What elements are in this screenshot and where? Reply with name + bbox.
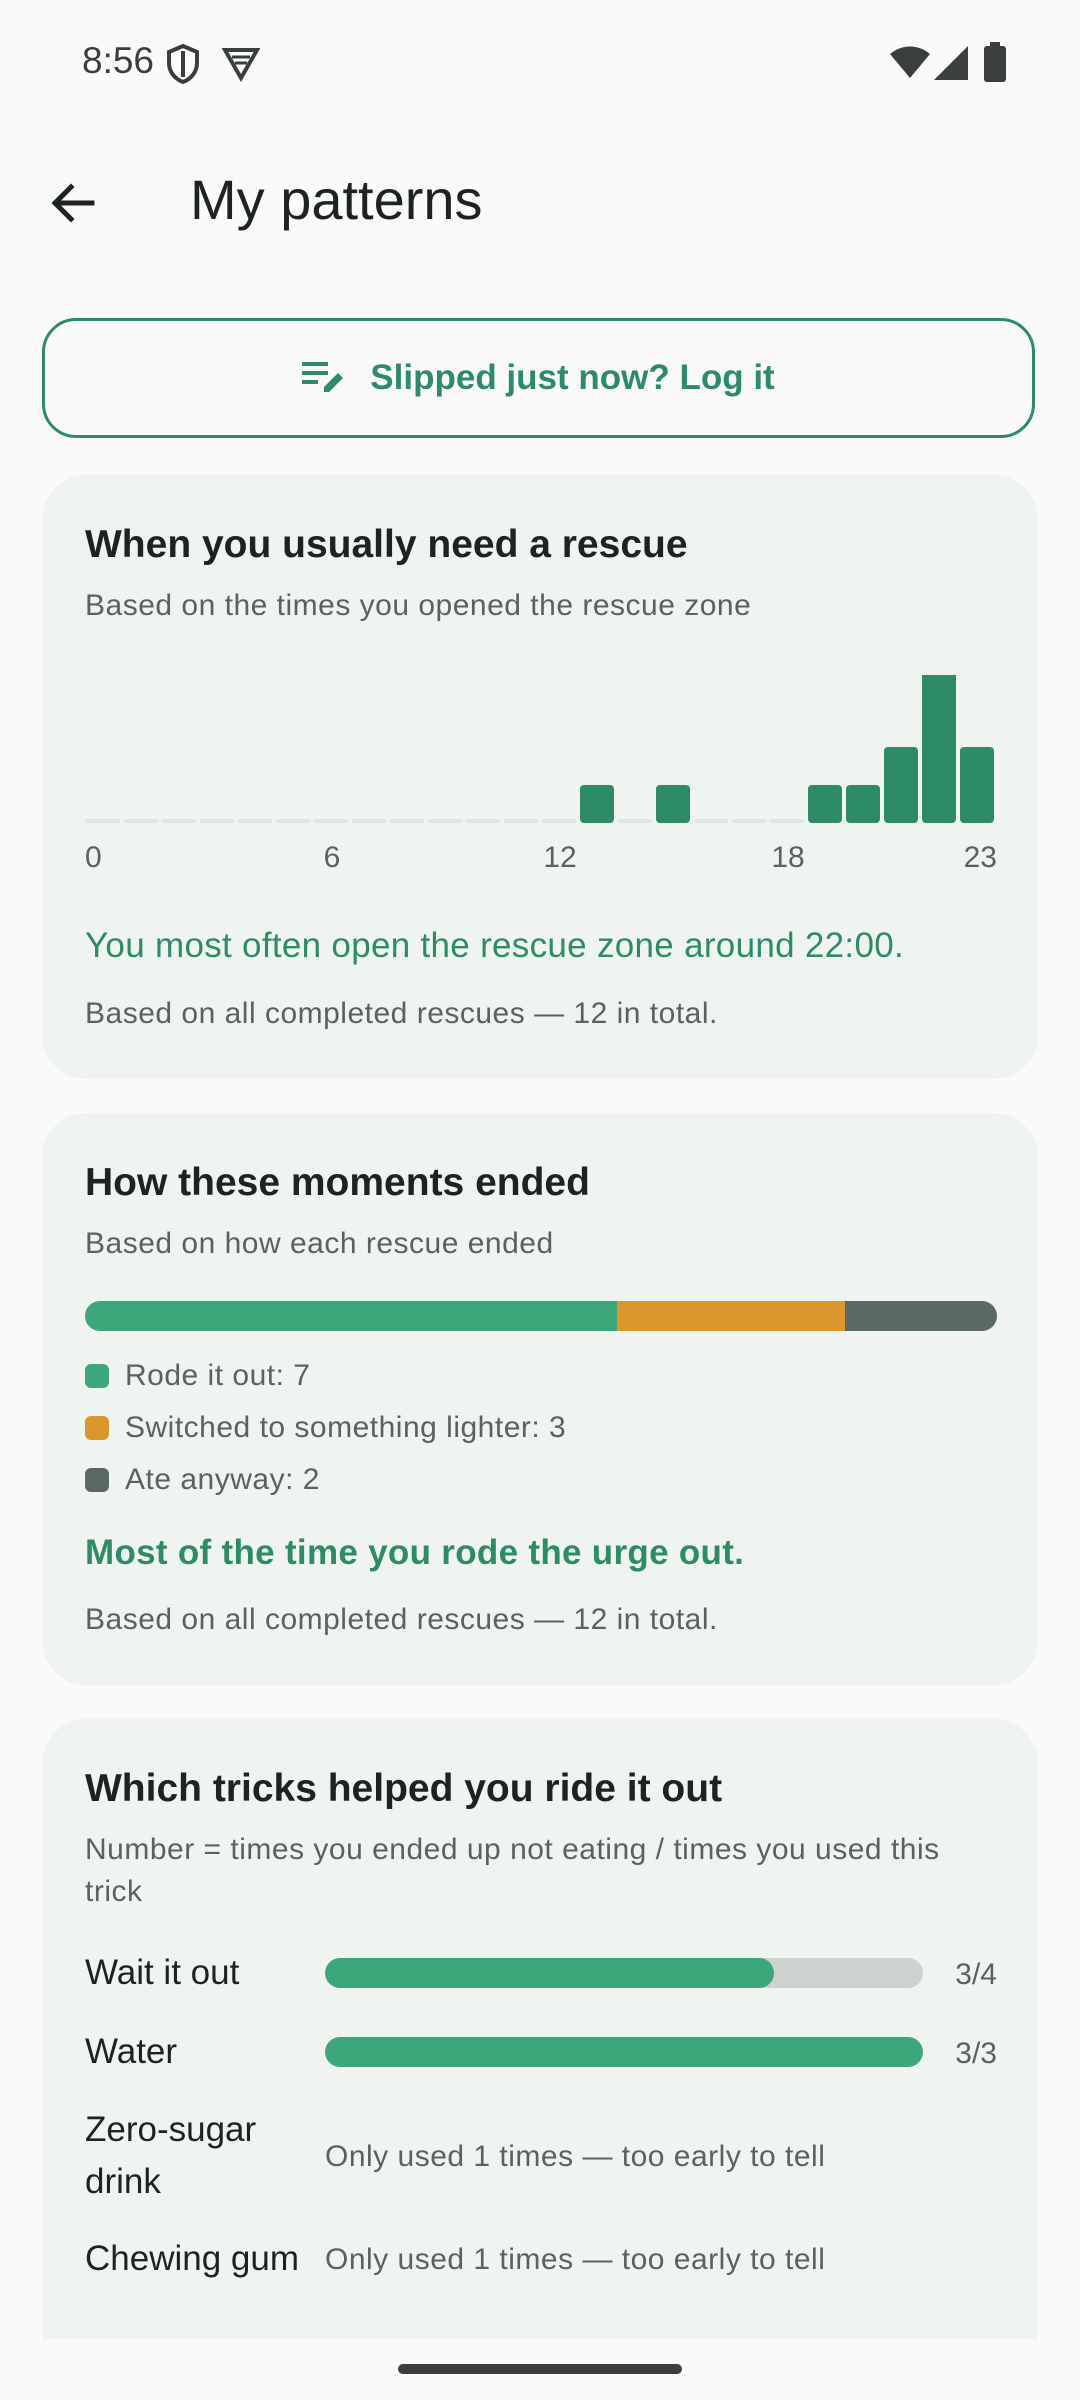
hour-bar-1 bbox=[124, 819, 158, 823]
legend-swatch bbox=[85, 1416, 109, 1440]
page-title: My patterns bbox=[190, 168, 483, 231]
trick-note: Only used 1 times — too early to tell bbox=[325, 2243, 826, 2276]
hour-bar-15 bbox=[656, 785, 690, 823]
card-footnote: Based on all completed rescues — 12 in t… bbox=[85, 1603, 718, 1636]
hour-bar-13 bbox=[580, 785, 614, 823]
legend-swatch bbox=[85, 1468, 109, 1492]
trick-note: Only used 1 times — too early to tell bbox=[325, 2140, 826, 2173]
x-tick-label: 6 bbox=[324, 841, 341, 874]
card-subtitle: Based on how each rescue ended bbox=[85, 1227, 554, 1260]
hour-bar-2 bbox=[162, 819, 196, 823]
card-title: Which tricks helped you ride it out bbox=[85, 1767, 723, 1810]
status-time: 8:56 bbox=[82, 40, 155, 81]
card-subtitle: Based on the times you opened the rescue… bbox=[85, 589, 752, 622]
trick-row: Water 3/3 bbox=[85, 2026, 997, 2078]
trick-row: Wait it out 3/4 bbox=[85, 1947, 997, 1999]
outcome-segment-rode bbox=[85, 1301, 617, 1331]
log-slip-label: Slipped just now? Log it bbox=[370, 358, 775, 397]
arrow-back-icon bbox=[51, 183, 95, 223]
hour-bar-22 bbox=[922, 675, 956, 823]
trick-name: Wait it out bbox=[85, 1953, 240, 1992]
trick-count: 3/4 bbox=[955, 1958, 997, 1991]
hour-bar-10 bbox=[466, 819, 500, 823]
wifi-icon bbox=[890, 46, 930, 78]
battery-icon bbox=[984, 42, 1006, 82]
back-button[interactable] bbox=[40, 170, 106, 236]
trick-progress-fill bbox=[325, 2037, 923, 2067]
trick-progress-fill bbox=[325, 1958, 774, 1988]
signal-icon bbox=[934, 46, 968, 80]
hour-bar-chart: 0 6 12 18 23 bbox=[85, 675, 997, 874]
peak-time-insight: You most often open the rescue zone arou… bbox=[85, 926, 904, 965]
hour-bar-0 bbox=[86, 819, 120, 823]
vpn-key-icon bbox=[222, 48, 260, 82]
legend-item-ate: Ate anyway: 2 bbox=[85, 1463, 320, 1497]
hour-bar-21 bbox=[884, 747, 918, 823]
hour-bar-23 bbox=[960, 747, 994, 823]
x-tick-label: 12 bbox=[543, 841, 576, 874]
card-footnote: Based on all completed rescues — 12 in t… bbox=[85, 997, 718, 1030]
hour-bar-8 bbox=[390, 819, 424, 823]
trick-progress-bar bbox=[325, 1958, 923, 1988]
rescue-timing-card: When you usually need a rescue Based on … bbox=[42, 475, 1038, 1079]
trick-name: Zero-sugar drink bbox=[85, 2110, 257, 2201]
outcome-insight: Most of the time you rode the urge out. bbox=[85, 1533, 745, 1572]
x-tick-label: 0 bbox=[85, 841, 102, 874]
trick-name: Chewing gum bbox=[85, 2239, 299, 2278]
hour-bar-20 bbox=[846, 785, 880, 823]
trick-row: Zero-sugar drink Only used 1 times — too… bbox=[85, 2104, 997, 2208]
hour-bar-12 bbox=[542, 819, 576, 823]
hour-bar-3 bbox=[200, 819, 234, 823]
trick-count: 3/3 bbox=[955, 2037, 997, 2070]
card-title: When you usually need a rescue bbox=[85, 523, 688, 566]
hour-bar-4 bbox=[238, 819, 272, 823]
hour-bar-6 bbox=[314, 819, 348, 823]
trick-name: Water bbox=[85, 2032, 178, 2071]
hour-bar-7 bbox=[352, 819, 386, 823]
legend-swatch bbox=[85, 1364, 109, 1388]
hour-bar-17 bbox=[732, 819, 766, 823]
trick-row: Chewing gum Only used 1 times — too earl… bbox=[85, 2233, 997, 2285]
card-title: How these moments ended bbox=[85, 1161, 590, 1204]
tricks-card: Which tricks helped you ride it out Numb… bbox=[42, 1719, 1038, 2339]
app-bar: My patterns bbox=[0, 150, 1080, 250]
hour-bar-18 bbox=[770, 819, 804, 823]
outcome-stacked-bar bbox=[85, 1301, 997, 1331]
legend-label: Switched to something lighter: 3 bbox=[125, 1411, 567, 1444]
hour-bar-19 bbox=[808, 785, 842, 823]
log-slip-button[interactable]: Slipped just now? Log it bbox=[42, 318, 1035, 438]
trick-progress-bar bbox=[325, 2037, 923, 2067]
hour-bar-14 bbox=[618, 819, 652, 823]
x-tick-label: 18 bbox=[771, 841, 804, 874]
legend-label: Rode it out: 7 bbox=[125, 1359, 311, 1392]
outcome-segment-switched bbox=[617, 1301, 845, 1331]
outcome-card: How these moments ended Based on how eac… bbox=[42, 1113, 1038, 1685]
outcome-segment-ate bbox=[845, 1301, 997, 1331]
status-bar: 8:56 bbox=[0, 0, 1080, 128]
hour-bar-11 bbox=[504, 819, 538, 823]
card-subtitle: Number = times you ended up not eating /… bbox=[85, 1833, 940, 1908]
hour-bar-9 bbox=[428, 819, 462, 823]
x-tick-label: 23 bbox=[964, 841, 997, 874]
legend-label: Ate anyway: 2 bbox=[125, 1463, 320, 1496]
shield-icon bbox=[167, 44, 199, 84]
legend-item-rode: Rode it out: 7 bbox=[85, 1359, 310, 1393]
home-indicator[interactable] bbox=[398, 2364, 682, 2374]
legend-item-switched: Switched to something lighter: 3 bbox=[85, 1411, 566, 1445]
edit-note-icon bbox=[302, 362, 344, 392]
hour-bar-16 bbox=[694, 819, 728, 823]
hour-bar-5 bbox=[276, 819, 310, 823]
